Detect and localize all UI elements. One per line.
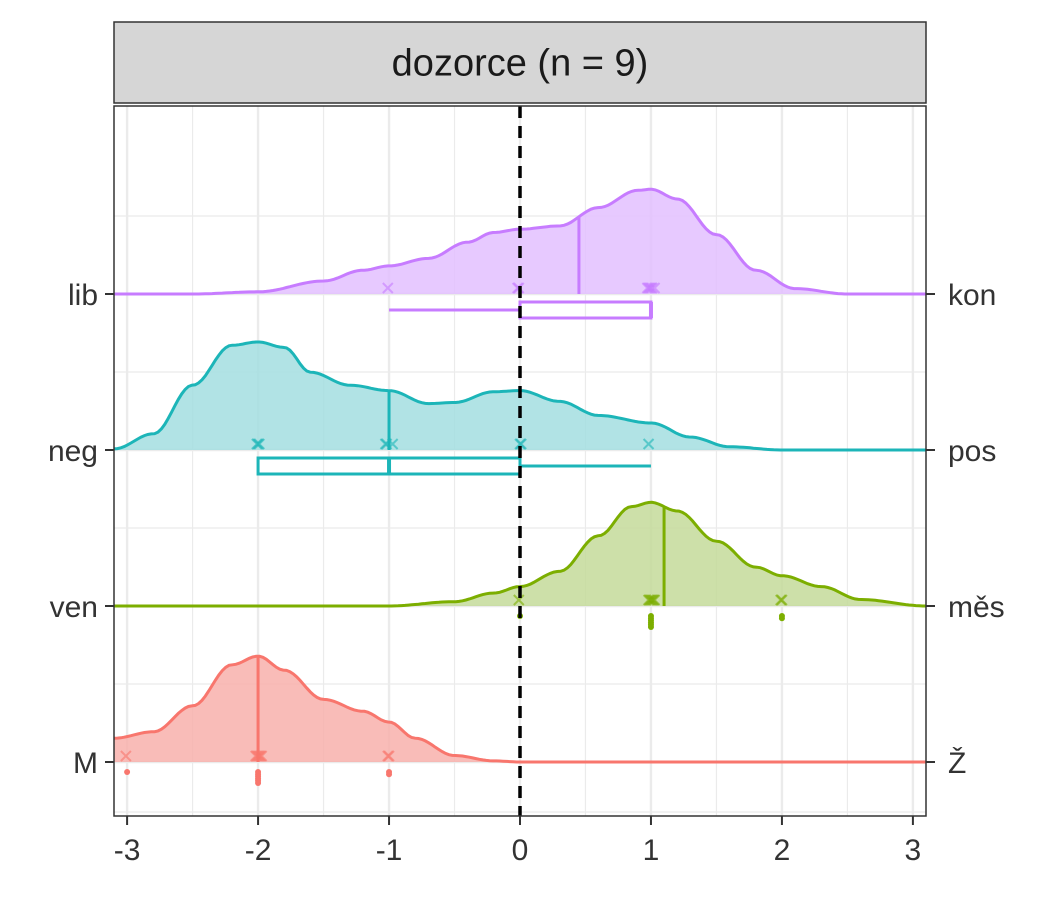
- y-tick-label-left: M: [73, 747, 98, 780]
- data-point: [515, 438, 527, 450]
- x-tick-label: 1: [643, 834, 660, 867]
- y-tick-label-left: ven: [50, 591, 98, 624]
- data-point: [383, 750, 395, 762]
- data-point: [776, 594, 788, 606]
- x-tick-label: 2: [774, 834, 791, 867]
- x-tick-label: -3: [114, 834, 141, 867]
- y-tick-label-right: kon: [948, 279, 996, 312]
- ridge-M: [113, 654, 926, 786]
- x-tick-label: 3: [905, 834, 922, 867]
- data-point: [382, 282, 394, 294]
- y-tick-label-right: Ž: [948, 747, 966, 780]
- data-point: [255, 750, 268, 762]
- y-tick-label-right: měs: [948, 591, 1005, 624]
- y-tick-label-left: neg: [48, 435, 98, 468]
- data-point: [642, 438, 655, 450]
- x-tick-label: 0: [512, 834, 529, 867]
- facet-strip: dozorce (n = 9): [113, 21, 927, 104]
- facet-title: dozorce (n = 9): [392, 43, 649, 85]
- outlier-dot: [255, 780, 262, 786]
- data-point: [120, 750, 132, 762]
- data-point: [646, 282, 658, 294]
- y-tick-label-right: pos: [948, 435, 996, 468]
- data-point: [648, 594, 661, 606]
- density-area: [114, 189, 926, 294]
- outlier-dot: [386, 771, 393, 778]
- data-point: [513, 594, 525, 606]
- data-point: [380, 438, 393, 450]
- density-area: [114, 502, 926, 606]
- facet-strip-background: [113, 21, 927, 104]
- outlier-dot: [778, 615, 785, 622]
- x-tick-label: -1: [376, 834, 403, 867]
- y-tick-label-left: lib: [68, 279, 98, 312]
- data-point: [253, 438, 265, 450]
- outlier-dot: [124, 769, 131, 775]
- density-area: [114, 656, 926, 762]
- x-tick-label: -2: [245, 834, 272, 867]
- plot-panel: [113, 105, 927, 817]
- outlier-dot: [647, 624, 654, 630]
- density-line: [113, 654, 926, 764]
